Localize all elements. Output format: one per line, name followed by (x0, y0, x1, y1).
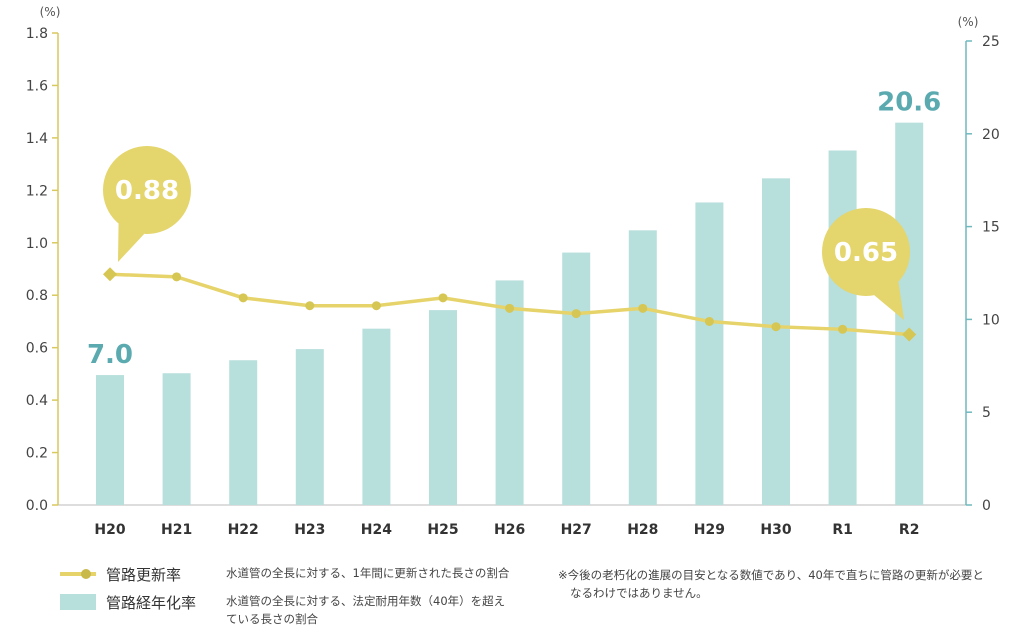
legend-bar-swatch (60, 594, 96, 610)
x-tick-label: H20 (94, 522, 125, 538)
x-tick-label: R1 (832, 522, 853, 538)
x-tick-label: H29 (694, 522, 725, 538)
legend-bar-name: 管路経年化率 (106, 594, 197, 612)
callout-last-circle (822, 208, 910, 296)
y-left-tick-label: 0.4 (26, 393, 48, 409)
y-left-tick-label: 1.2 (26, 183, 48, 199)
line-point (704, 316, 714, 326)
y-left-tick-label: 1.4 (26, 131, 48, 147)
bar (628, 230, 657, 505)
legend-line-swatch (60, 569, 96, 579)
bar (695, 202, 724, 506)
bars (96, 122, 924, 506)
line-point (371, 301, 381, 311)
legend-bar-desc: 水道管の全長に対する、法定耐用年数（40年）を超えている長さの割合 (226, 594, 506, 626)
callout-first-circle (103, 146, 191, 234)
x-tick-label: H22 (228, 522, 259, 538)
bar (229, 360, 258, 505)
axes: 0.0 0.2 0.4 0.6 0.8 1.0 1.2 1.4 1.6 1.8 (%) 0 5 10 15 2… (26, 5, 1000, 538)
bar (429, 310, 457, 505)
legend-item-line: 管路更新率 水道管の全長に対する、1年間に更新された長さの割合 (58, 564, 516, 585)
bar (495, 280, 524, 505)
line-point (438, 293, 448, 303)
line-point (638, 303, 648, 313)
x-tick-label: H23 (294, 522, 325, 538)
line-point (305, 301, 315, 311)
footnote: ※今後の老朽化の進展の目安となる数値であり、40年で直ちに管路の更新が必要となる… (558, 568, 984, 600)
y-left-unit: (%) (40, 5, 61, 19)
x-tick-label: H26 (494, 522, 525, 538)
legend: 管路更新率 水道管の全長に対する、1年間に更新された長さの割合 管路経年化率 水… (58, 562, 998, 632)
legend-line-desc: 水道管の全長に対する、1年間に更新された長さの割合 (226, 566, 510, 580)
y-left-tick-label: 1.0 (26, 236, 48, 252)
legend-item-bar: 管路経年化率 水道管の全長に対する、法定耐用年数（40年）を超えている長さの割合 (58, 592, 516, 628)
line-point (902, 327, 917, 342)
x-tick-label: H27 (561, 522, 592, 538)
bar (295, 349, 324, 505)
bar (362, 328, 391, 505)
line-point (571, 309, 581, 319)
y-left-tick-label: 0.8 (26, 288, 48, 304)
y-right-tick-label: 15 (982, 220, 1000, 236)
x-tick-label: H21 (161, 522, 192, 538)
y-right-tick-label: 20 (982, 127, 1000, 143)
line-point (771, 322, 781, 332)
callout-first-text: 0.88 (115, 176, 179, 206)
y-left-tick-label: 1.6 (26, 78, 48, 94)
callout-first-tail (118, 223, 145, 262)
line-point (238, 293, 248, 303)
labels: 0.88 0.65 7.0 20.6 (87, 88, 941, 370)
bar (562, 252, 591, 505)
y-left-tick-label: 0.6 (26, 341, 48, 357)
y-right-tick-label: 0 (982, 498, 991, 514)
bar (762, 178, 790, 505)
y-right-tick-label: 25 (982, 34, 1000, 50)
line-series (103, 267, 917, 342)
line-point (838, 324, 848, 334)
y-left-tick-label: 0.0 (26, 498, 48, 514)
callout-last-text: 0.65 (834, 238, 898, 268)
chart: 0.0 0.2 0.4 0.6 0.8 1.0 1.2 1.4 1.6 1.8 (%) 0 5 10 15 2… (26, 5, 1000, 538)
line-point (172, 272, 182, 282)
x-tick-label: H28 (627, 522, 658, 538)
legend-line-name: 管路更新率 (106, 566, 182, 584)
x-tick-label: H30 (760, 522, 791, 538)
line-point (103, 267, 117, 282)
x-tick-label: R2 (899, 522, 920, 538)
y-right-unit: (%) (958, 15, 979, 29)
y-right-tick-label: 5 (982, 405, 991, 421)
y-left-tick-label: 1.8 (26, 26, 48, 42)
y-right-tick-label: 10 (982, 312, 1000, 328)
x-tick-label: H25 (427, 522, 458, 538)
bar (96, 375, 124, 505)
bar-label-first: 7.0 (87, 340, 133, 370)
line-point (505, 303, 515, 313)
x-tick-label: H24 (361, 522, 392, 538)
bar-label-last: 20.6 (877, 88, 941, 118)
y-left-tick-label: 0.2 (26, 446, 48, 462)
bar (162, 373, 191, 505)
